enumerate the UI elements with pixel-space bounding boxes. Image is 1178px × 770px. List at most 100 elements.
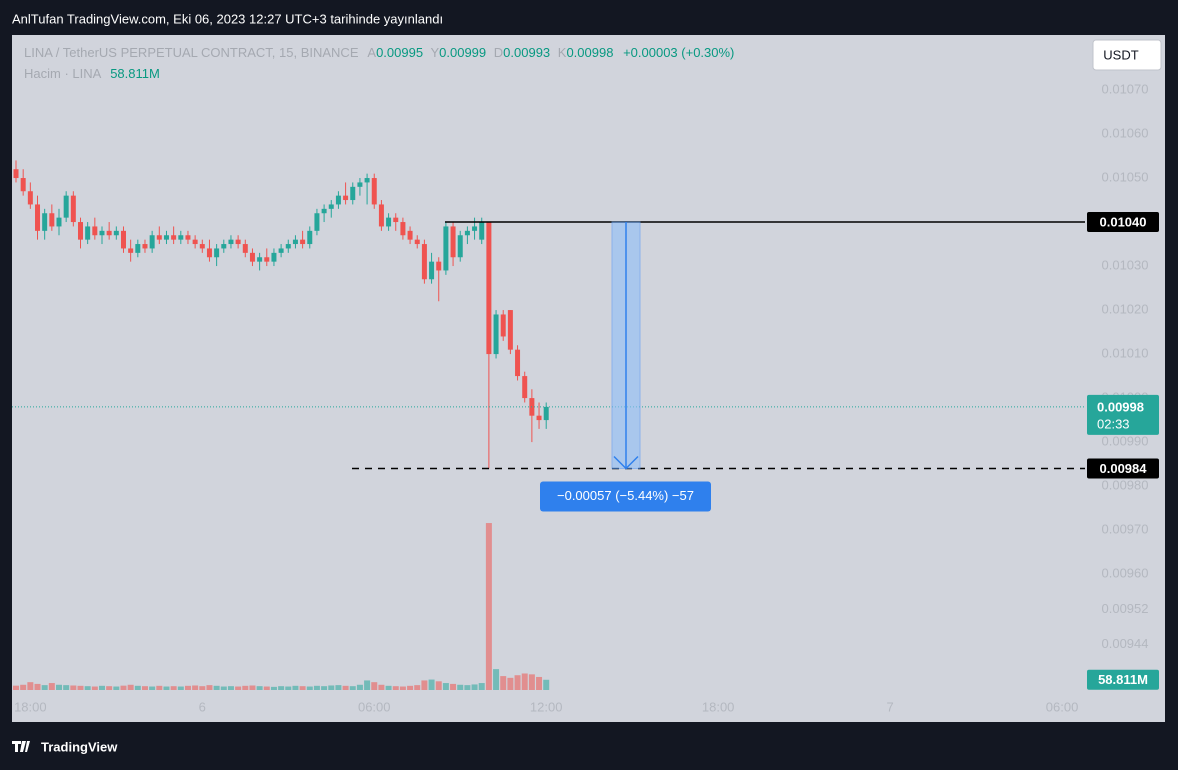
volume-bar [342, 685, 349, 690]
last-price-label: 0.00998 [1097, 399, 1144, 414]
y-tick-label: 0.00970 [1102, 522, 1149, 537]
candle-body [500, 314, 506, 337]
volume-bar [442, 683, 449, 690]
candle-body [249, 252, 255, 262]
x-tick-label: 18:00 [14, 699, 47, 714]
volume-bar [407, 685, 414, 690]
volume-bar [335, 685, 342, 690]
candle-body [99, 230, 105, 236]
volume-bar [493, 669, 500, 690]
volume-bar [500, 676, 507, 690]
candle-body [199, 244, 205, 249]
volume-bar [313, 685, 320, 690]
volume-bar [84, 686, 91, 690]
candle-body [314, 213, 320, 231]
volume-bar [349, 686, 356, 690]
candle-body [543, 406, 549, 421]
candle-body [120, 230, 126, 249]
volume-bar [371, 682, 378, 690]
price-label-box [1087, 458, 1159, 479]
currency-button[interactable] [1092, 39, 1162, 71]
volume-value: 58.811M [110, 66, 160, 81]
legend-low: 0.00993 [503, 45, 550, 60]
tv-logo [12, 741, 30, 752]
candle-body [171, 235, 177, 240]
y-tick-label: 0.00952 [1102, 601, 1149, 616]
volume-bar [249, 685, 256, 690]
legend-close: 0.00998 [566, 45, 613, 60]
candle-body [142, 244, 148, 249]
candle-body [393, 217, 399, 223]
x-tick-label: 12:00 [530, 699, 563, 714]
volume-bar [485, 523, 492, 690]
candle-body [285, 244, 291, 249]
volume-bar [91, 686, 98, 690]
candle-body [178, 235, 184, 240]
volume-bar [471, 684, 478, 690]
price-label: 0.00984 [1100, 461, 1148, 476]
volume-bar [270, 686, 277, 690]
volume-bar [278, 686, 285, 690]
volume-bar [528, 674, 535, 690]
volume-bar [141, 686, 148, 690]
candle-body [493, 314, 499, 355]
volume-bar [514, 675, 521, 690]
volume-bar [213, 685, 220, 690]
candle-body [163, 235, 169, 240]
candle-body [300, 239, 306, 245]
candle-body [450, 226, 456, 258]
candle-body [185, 235, 191, 240]
candle-body [271, 252, 277, 262]
candle-body [429, 261, 435, 280]
candle-body [421, 244, 427, 280]
chart-panel [12, 35, 1165, 722]
legend-open: 0.00995 [376, 45, 423, 60]
last-price-box [1087, 394, 1159, 435]
volume-bar [41, 685, 48, 690]
volume-bar [63, 685, 70, 690]
volume-bar [435, 681, 442, 690]
candle-body [292, 239, 298, 245]
volume-bar [421, 680, 428, 690]
x-tick-label: 6 [199, 699, 206, 714]
volume-bar [242, 685, 249, 690]
volume-bar [156, 685, 163, 690]
candle-body [472, 226, 478, 231]
candle-body [378, 204, 384, 227]
symbol-title: LINA / TetherUS PERPETUAL CONTRACT, 15, … [24, 45, 359, 60]
volume-bar [428, 679, 435, 690]
y-tick-label: 0.00980 [1102, 478, 1149, 493]
candle-body [13, 169, 19, 179]
volume-bar [184, 685, 191, 690]
candle-body [56, 217, 62, 227]
volume-bar [392, 686, 399, 690]
volume-bar [543, 679, 550, 690]
y-tick-label: 0.01010 [1102, 346, 1149, 361]
candle-body [113, 230, 119, 236]
volume-bar [263, 686, 270, 690]
volume-bar [27, 682, 34, 690]
volume-bar [149, 686, 156, 690]
price-label-box [1087, 212, 1159, 233]
volume-bar [120, 685, 127, 690]
volume-bar [378, 684, 385, 690]
candle-body [264, 257, 270, 262]
candle-body [27, 191, 33, 205]
y-tick-label: 0.01050 [1102, 169, 1149, 184]
candle-body [278, 248, 284, 253]
volume-bar [521, 673, 528, 690]
candle-body [536, 415, 542, 421]
volume-bar [292, 685, 299, 690]
y-tick-label: 0.01060 [1102, 125, 1149, 140]
volume-bar [299, 686, 306, 690]
volume-bar [356, 684, 363, 690]
header: AnlTufan TradingView.com, Eki 06, 2023 1… [12, 11, 443, 26]
volume-bar [507, 677, 514, 690]
volume-bar [192, 685, 199, 690]
candle-body [464, 230, 470, 236]
candle-body [443, 226, 449, 271]
candle-body [350, 186, 356, 201]
candle-body [522, 376, 528, 399]
currency-label: USDT [1103, 47, 1138, 62]
